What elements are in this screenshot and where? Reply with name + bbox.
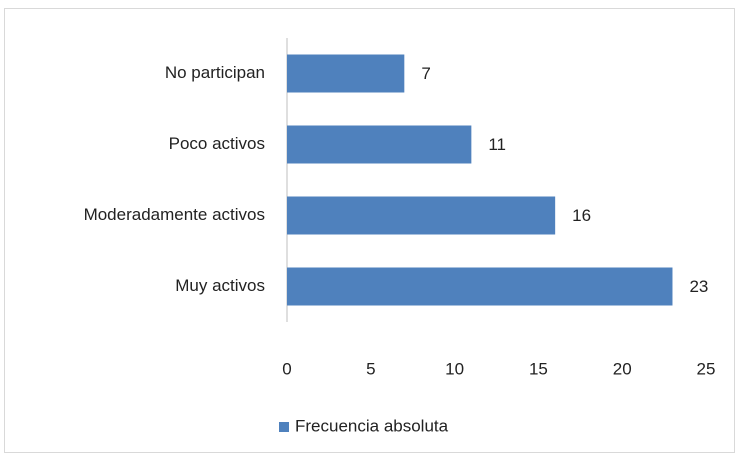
- data-label: 23: [689, 277, 708, 296]
- bar: [287, 196, 556, 235]
- x-tick-label: 0: [282, 359, 291, 378]
- y-tick-label: Moderadamente activos: [84, 205, 265, 224]
- legend-label: Frecuencia absoluta: [295, 416, 449, 435]
- y-tick-label: No participan: [165, 63, 265, 82]
- x-tick-label: 5: [366, 359, 375, 378]
- x-tick-label: 10: [445, 359, 464, 378]
- y-tick-label: Poco activos: [169, 134, 265, 153]
- x-tick-label: 20: [613, 359, 632, 378]
- y-tick-label: Muy activos: [175, 276, 265, 295]
- bar: [287, 125, 472, 164]
- data-label: 7: [421, 64, 430, 83]
- bar: [287, 267, 673, 306]
- x-tick-label: 25: [697, 359, 716, 378]
- data-label: 11: [488, 135, 506, 154]
- data-label: 16: [572, 206, 591, 225]
- bar: [287, 54, 405, 93]
- legend-swatch: [279, 422, 289, 432]
- x-tick-label: 15: [529, 359, 548, 378]
